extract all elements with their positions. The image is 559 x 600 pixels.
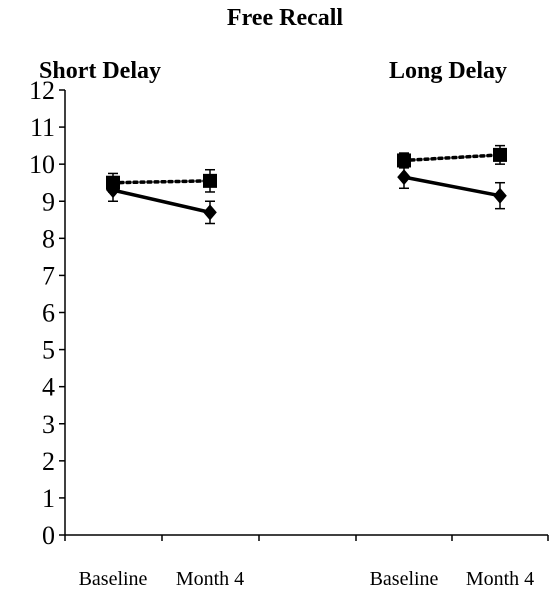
data-point-diamond xyxy=(106,182,120,199)
y-tick-label: 11 xyxy=(30,113,55,142)
data-point-diamond xyxy=(397,169,411,186)
y-tick-label: 9 xyxy=(42,187,55,216)
y-tick-label: 0 xyxy=(42,521,55,550)
series-line xyxy=(112,188,211,215)
data-point-square xyxy=(397,153,411,168)
y-tick-label: 1 xyxy=(42,484,55,513)
axes xyxy=(59,89,549,541)
x-tick-label: Baseline xyxy=(370,568,439,590)
y-tick-label: 3 xyxy=(42,410,55,439)
data-point-square xyxy=(493,147,507,162)
series-line xyxy=(402,153,502,163)
y-tick-label: 4 xyxy=(42,373,55,402)
x-tick-label: Month 4 xyxy=(466,568,534,590)
data-point-diamond xyxy=(203,204,217,221)
y-tick-label: 6 xyxy=(42,299,55,328)
data-point-diamond xyxy=(493,187,507,204)
y-tick-label: 2 xyxy=(42,447,55,476)
y-tick-label: 7 xyxy=(42,261,55,290)
x-tick-label: Baseline xyxy=(79,568,148,590)
panel-label-short-delay: Short Delay xyxy=(39,58,161,84)
chart-title: Free Recall xyxy=(227,5,343,31)
series-line xyxy=(111,179,212,185)
panel-label-long-delay: Long Delay xyxy=(389,58,507,84)
x-tick-label: Month 4 xyxy=(176,568,244,590)
y-tick-label: 8 xyxy=(42,224,55,253)
y-tick-label: 10 xyxy=(29,150,55,179)
series-line xyxy=(403,175,501,198)
data-series xyxy=(106,144,507,225)
y-tick-label: 5 xyxy=(42,336,55,365)
x-tick-labels: Baseline Month 4 Baseline Month 4 xyxy=(79,568,535,590)
y-tick-label: 12 xyxy=(29,76,55,105)
data-point-square xyxy=(203,173,217,188)
